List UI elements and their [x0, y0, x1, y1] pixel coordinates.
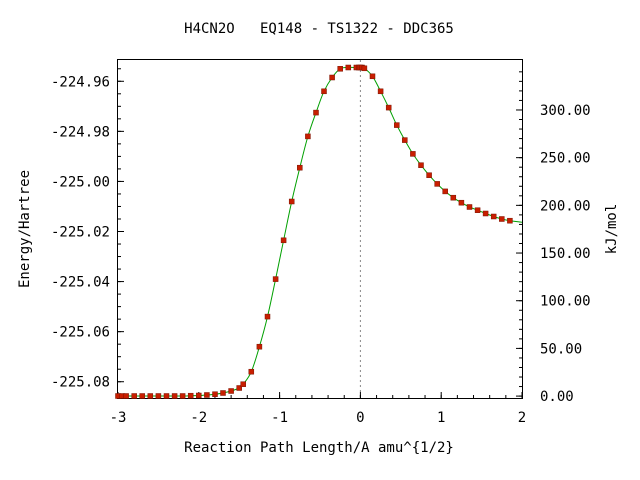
y2-axis-label: kJ/mol — [604, 204, 620, 255]
data-point — [466, 204, 473, 210]
y2-tick-label: 150.00 — [540, 246, 591, 262]
data-point — [345, 64, 352, 71]
data-point — [272, 276, 279, 282]
y2-tick-label: 100.00 — [540, 294, 591, 310]
y-tick-label: -225.08 — [51, 375, 110, 391]
data-point — [507, 217, 513, 224]
data-point — [434, 181, 440, 187]
data-point — [426, 172, 432, 178]
data-point — [288, 198, 295, 205]
data-point — [385, 104, 392, 111]
data-point — [236, 385, 242, 391]
data-point — [171, 393, 178, 399]
data-point — [123, 393, 129, 399]
x-tick-label: 1 — [437, 410, 445, 426]
data-point — [248, 368, 255, 375]
data-point — [410, 151, 416, 157]
data-point — [139, 393, 145, 399]
data-point — [490, 213, 497, 220]
data-point — [442, 188, 448, 195]
y-tick-label: -225.02 — [51, 225, 110, 241]
data-point — [220, 390, 226, 396]
y2-tick-label: 50.00 — [540, 341, 582, 357]
plot-frame — [117, 59, 523, 399]
data-point — [163, 393, 170, 399]
data-point — [196, 392, 202, 399]
y2-tick-label: 0.00 — [540, 389, 574, 405]
data-point — [499, 216, 505, 222]
data-point — [256, 343, 263, 350]
data-point — [305, 133, 311, 140]
y-tick-label: -224.96 — [51, 74, 110, 90]
data-point — [377, 88, 384, 95]
chart-title: H4CN2O EQ148 - TS1322 - DDC365 — [184, 21, 454, 37]
y-axis-label: Energy/Hartree — [17, 170, 33, 288]
y2-axis-ticks: 0.00 50.00 100.00 150.00 200.00 250.00 300.00 — [516, 71, 591, 405]
data-point — [264, 313, 271, 320]
x-tick-label: -2 — [190, 410, 207, 426]
y2-tick-label: 200.00 — [540, 198, 591, 214]
x-tick-label: -3 — [110, 410, 127, 426]
y-tick-label: -225.04 — [51, 275, 110, 291]
y-tick-label: -225.06 — [51, 325, 110, 341]
data-point — [228, 388, 234, 394]
data-point — [187, 392, 194, 399]
data-point — [450, 194, 457, 201]
y2-tick-label: 300.00 — [540, 103, 591, 119]
x-tick-label: 2 — [518, 410, 526, 426]
x-axis-ticks: -3 -2 -1 0 1 2 — [110, 392, 526, 426]
y-tick-label: -225.00 — [51, 174, 110, 190]
data-point — [321, 88, 327, 95]
data-point — [474, 207, 481, 213]
data-point — [482, 210, 489, 217]
data-points — [115, 64, 513, 399]
data-point — [337, 66, 343, 72]
data-point — [204, 392, 210, 398]
energy-curve — [117, 66, 523, 397]
data-point — [394, 122, 400, 128]
data-point — [361, 65, 368, 72]
data-point — [240, 381, 246, 387]
data-point — [458, 199, 465, 206]
data-point — [297, 164, 303, 171]
x-tick-label: 0 — [356, 410, 364, 426]
data-point — [329, 74, 335, 81]
data-point — [212, 391, 218, 397]
data-point — [280, 237, 287, 244]
x-tick-label: -1 — [271, 410, 288, 426]
y-axis-ticks: -224.96 -224.98 -225.00 -225.02 -225.04 -225.… — [51, 68, 124, 391]
data-point — [155, 393, 162, 399]
data-point — [131, 393, 137, 399]
data-point — [369, 73, 376, 80]
data-point — [179, 393, 186, 399]
y-tick-label: -224.98 — [51, 124, 110, 140]
y2-tick-label: 250.00 — [540, 151, 591, 167]
data-point — [402, 137, 408, 143]
x-axis-label: Reaction Path Length/A amu^{1/2} — [184, 440, 454, 456]
data-point — [313, 109, 319, 116]
data-point — [418, 162, 424, 168]
data-point — [147, 393, 154, 399]
